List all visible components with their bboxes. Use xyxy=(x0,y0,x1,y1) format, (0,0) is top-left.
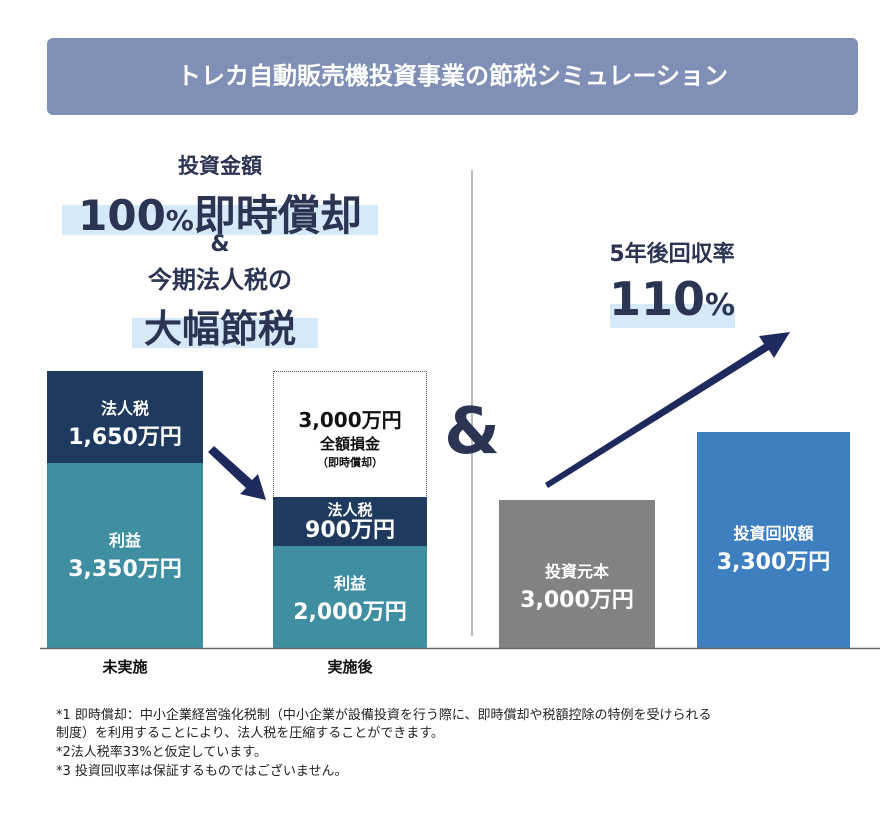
label: 投資元本 xyxy=(544,562,609,581)
label: 投資回収額 xyxy=(733,524,814,543)
amount: 900万円 xyxy=(305,518,395,543)
amount: 1,650万円 xyxy=(68,425,182,450)
label: 全額損金 xyxy=(319,435,380,453)
number: 100 xyxy=(78,191,166,240)
note: *1 即時償却：中小企業経営強化税制（中小企業が設備投資を行う際に、即時償却や税… xyxy=(56,708,712,723)
left-line1: 投資金額 xyxy=(178,154,262,178)
amount: 3,000万円 xyxy=(520,588,634,613)
label: 法人税 xyxy=(327,501,373,519)
ampersand: & xyxy=(444,395,500,469)
header: トレカ自動販売機投資事業の節税シミュレーション xyxy=(47,38,858,115)
highlight xyxy=(610,304,735,328)
title: トレカ自動販売機投資事業の節税シミュレーション xyxy=(176,62,729,90)
arrow xyxy=(208,446,266,500)
left-line4: 今期法人税の xyxy=(148,266,292,294)
left-line2: 100%即時償却 xyxy=(40,182,400,243)
rate: 110% xyxy=(572,272,772,326)
amount: 3,000万円 xyxy=(298,408,402,432)
principal-bar: 投資元本 3,000万円 xyxy=(499,500,655,648)
amount: 2,000万円 xyxy=(293,600,407,625)
profit-bar: 利益 2,000万円 xyxy=(273,546,427,648)
amount: 3,350万円 xyxy=(68,557,182,582)
caption: 実施後 xyxy=(327,658,373,676)
left-line5: 大幅節税 xyxy=(143,307,296,351)
note: *2法人税率33%と仮定しています。 xyxy=(56,745,267,760)
text: 即時償却 xyxy=(193,191,362,240)
tax-bar: 法人税 900万円 xyxy=(273,497,427,546)
note: （即時償却） xyxy=(317,456,383,469)
tax-bar: 法人税 1,650万円 xyxy=(47,371,203,463)
unit: % xyxy=(165,204,194,237)
amount: 3,300万円 xyxy=(716,550,831,575)
number: 110 xyxy=(608,272,705,326)
note: *3 投資回収率は保証するものではございません。 xyxy=(56,764,348,779)
caption: 未実施 xyxy=(102,658,148,676)
profit-bar: 利益 3,350万円 xyxy=(47,463,203,648)
label: 利益 xyxy=(108,531,141,550)
return-bar: 投資回収額 3,300万円 xyxy=(697,432,850,648)
note: 制度）を利用することにより、法人税を圧縮することができます。 xyxy=(56,726,444,741)
right-heading: 5年後回収率 xyxy=(609,242,735,267)
unit: % xyxy=(704,288,736,323)
label: 法人税 xyxy=(100,399,149,418)
divider xyxy=(471,170,473,636)
highlight xyxy=(132,318,318,348)
writeoff-box: 3,000万円 全額損金 （即時償却） xyxy=(273,371,427,498)
left-line3: & xyxy=(210,232,230,257)
label: 利益 xyxy=(333,574,366,593)
highlight xyxy=(62,205,378,235)
